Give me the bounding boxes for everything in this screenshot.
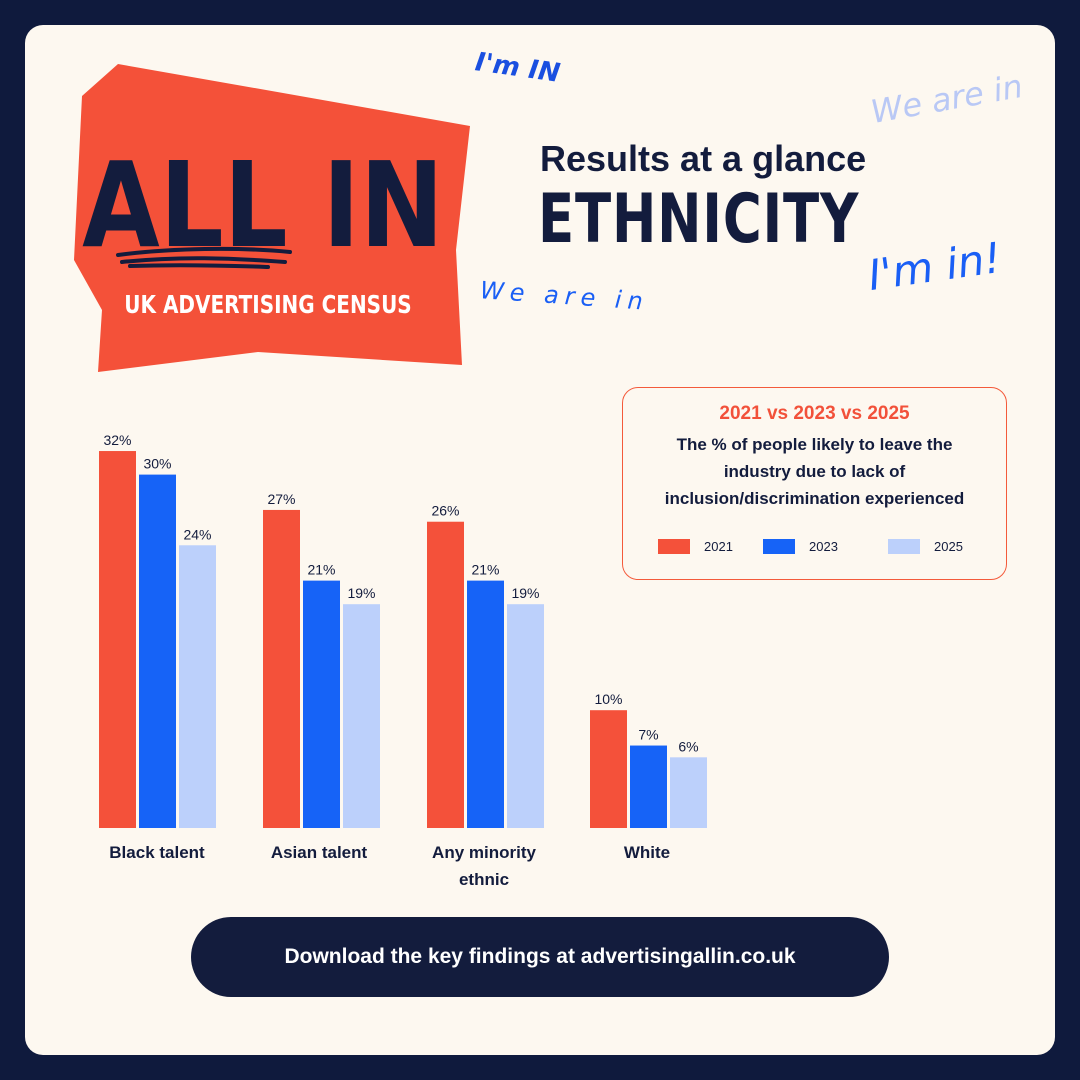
data-label: 30% xyxy=(143,456,171,472)
legend-title: 2021 vs 2023 vs 2025 xyxy=(719,403,910,424)
page-subtitle: Results at a glance xyxy=(540,138,867,179)
data-label: 6% xyxy=(678,738,698,754)
download-findings-button[interactable]: Download the key findings at advertising… xyxy=(191,917,889,997)
category-label: Asian talent xyxy=(270,843,368,862)
page-title: ETHNICITY xyxy=(538,180,860,259)
data-label: 21% xyxy=(307,562,335,578)
bar-2021-2 xyxy=(427,521,464,828)
legend-description: The % of people likely to leave the indu… xyxy=(664,435,965,508)
legend-swatch xyxy=(888,538,920,554)
legend-item-2021: 2021 xyxy=(658,536,733,556)
legend-label: 2025 xyxy=(934,538,963,554)
bar-2023-1 xyxy=(303,580,340,828)
legend-swatch xyxy=(763,538,795,554)
category-label: Black talent xyxy=(109,843,205,862)
bar-2021-1 xyxy=(263,509,300,828)
data-label: 27% xyxy=(267,491,295,507)
legend-item-2023: 2023 xyxy=(763,536,838,556)
data-label: 19% xyxy=(511,585,539,601)
bar-2023-3 xyxy=(630,745,667,828)
legend-box: 2021 vs 2023 vs 2025 The % of people lik… xyxy=(622,387,1007,580)
bar-2025-0 xyxy=(179,545,216,828)
bar-2023-0 xyxy=(139,474,176,828)
data-label: 10% xyxy=(594,691,622,707)
legend-label: 2021 xyxy=(704,538,733,554)
bar-2021-3 xyxy=(590,710,627,828)
data-label: 32% xyxy=(103,432,131,448)
bar-2023-2 xyxy=(467,580,504,828)
data-label: 24% xyxy=(183,526,211,542)
category-label: White xyxy=(623,843,671,862)
data-label: 21% xyxy=(471,562,499,578)
legend-swatch xyxy=(658,538,690,554)
bar-2025-2 xyxy=(507,604,544,828)
data-label: 26% xyxy=(431,503,459,519)
bar-2025-1 xyxy=(343,604,380,828)
data-label: 7% xyxy=(638,727,658,743)
data-label: 19% xyxy=(347,585,375,601)
legend-item-2025: 2025 xyxy=(888,536,963,556)
category-label: Any minority ethnic xyxy=(432,843,536,889)
legend-label: 2023 xyxy=(809,538,838,554)
bar-2025-3 xyxy=(670,757,707,828)
bar-2021-0 xyxy=(99,451,136,828)
